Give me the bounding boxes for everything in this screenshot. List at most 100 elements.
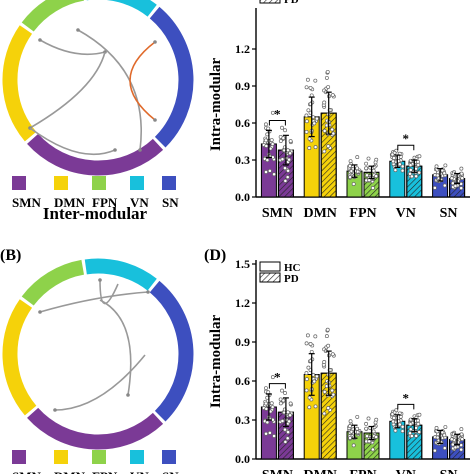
data-point <box>459 166 464 171</box>
data-point <box>312 121 317 126</box>
data-point <box>265 158 270 163</box>
data-point <box>324 334 329 339</box>
data-point <box>400 168 405 173</box>
data-point <box>393 428 398 433</box>
circos-edges-top <box>28 28 157 156</box>
x-tick-label-vn: VN <box>396 468 416 474</box>
significance-star: * <box>274 107 281 122</box>
legend-label-vn: VN <box>130 195 149 210</box>
data-point <box>272 434 277 438</box>
edge-node-4-1 <box>153 118 157 122</box>
data-point <box>285 436 290 441</box>
data-point <box>309 349 314 354</box>
data-point <box>307 136 312 141</box>
data-point <box>449 176 454 181</box>
data-point <box>322 128 327 133</box>
data-point <box>390 152 395 157</box>
data-point <box>432 448 437 453</box>
data-point <box>322 389 327 394</box>
data-point <box>322 411 327 416</box>
data-point <box>371 168 376 173</box>
legend-swatch-dmn <box>54 176 68 190</box>
edge-node-3-0 <box>53 408 57 412</box>
data-point <box>288 401 293 406</box>
y-tick-label: 0.6 <box>235 116 250 130</box>
panel-letter-d: (D) <box>204 247 226 264</box>
data-point <box>371 429 376 434</box>
data-point <box>264 406 269 411</box>
legend-label-smn: SMN <box>12 195 42 210</box>
data-point <box>459 427 464 432</box>
edge-1 <box>99 279 119 305</box>
data-point <box>397 162 402 167</box>
data-point <box>453 445 458 450</box>
data-point <box>414 174 419 179</box>
data-point <box>322 149 327 154</box>
significance-star: * <box>403 390 410 405</box>
data-point <box>264 169 268 174</box>
data-point <box>264 431 268 436</box>
data-point <box>270 405 275 410</box>
data-point <box>304 85 309 90</box>
data-point <box>280 157 285 162</box>
data-point <box>374 435 379 439</box>
data-point <box>351 182 356 186</box>
legend-label-sn: SN <box>162 469 179 474</box>
data-point <box>308 85 313 90</box>
data-point <box>373 420 378 425</box>
legend-swatch-fpn <box>92 450 106 464</box>
data-point <box>281 398 286 403</box>
data-point <box>409 174 414 179</box>
legend-label-fpn: FPN <box>92 469 118 474</box>
y-tick-label: 1.5 <box>235 257 250 271</box>
data-point <box>408 168 413 172</box>
data-point <box>453 184 458 188</box>
data-point <box>348 175 353 180</box>
legend-top-left: SMN DMN FPN VN SN <box>12 176 179 210</box>
data-point <box>408 427 413 432</box>
y-axis-label: Intra-modular <box>208 314 224 408</box>
data-point <box>351 443 356 448</box>
edge-3 <box>54 354 146 411</box>
legend-label-pd: PD <box>284 273 299 285</box>
data-point <box>287 157 292 162</box>
data-point <box>366 416 371 421</box>
legend-label-dmn: DMN <box>54 195 86 210</box>
data-point <box>443 425 448 429</box>
y-axis-label: Intra-modular <box>208 57 224 151</box>
y-tick-label: 0.0 <box>235 190 250 204</box>
data-point <box>280 419 285 423</box>
data-point <box>326 85 331 90</box>
legend-swatch-pd <box>259 0 281 4</box>
data-point <box>326 406 331 410</box>
edge-0 <box>39 39 106 56</box>
data-point <box>304 119 309 124</box>
data-point <box>391 419 396 424</box>
data-point <box>313 78 318 83</box>
data-point <box>286 168 291 173</box>
data-point <box>449 437 454 442</box>
data-point <box>417 430 422 434</box>
data-point <box>304 388 309 393</box>
y-tick-label: 0.6 <box>235 374 250 388</box>
data-point <box>435 435 440 440</box>
data-point <box>267 168 272 173</box>
data-point <box>270 142 275 147</box>
data-point <box>322 100 327 105</box>
x-tick-label-vn: VN <box>396 206 416 221</box>
data-point <box>272 172 277 177</box>
bar-chart-top: 0.0 0.3 0.6 0.9 1.2 Intra-modular SMN DMN FPN VN S… <box>208 0 470 221</box>
ring-segment-vn <box>84 258 157 291</box>
data-point <box>283 439 288 444</box>
legend-swatch-sn <box>162 450 176 464</box>
legend-swatch-vn <box>130 450 144 464</box>
significance-star: * <box>274 370 281 385</box>
data-point <box>330 93 335 98</box>
data-point <box>347 424 352 429</box>
data-point <box>365 434 369 439</box>
legend-swatch-dmn <box>54 450 68 464</box>
data-point <box>348 436 353 440</box>
data-point <box>397 422 402 427</box>
data-point <box>283 166 287 171</box>
x-tick-label-smn: SMN <box>262 468 293 474</box>
